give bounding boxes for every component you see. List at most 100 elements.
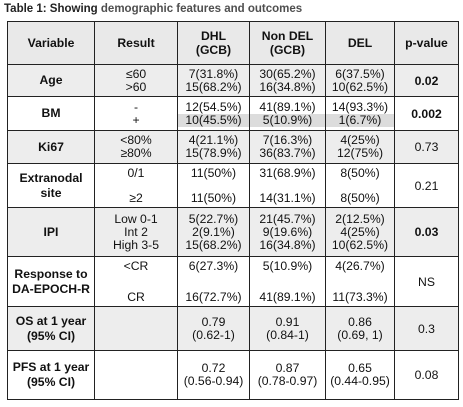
nondel-cell-os: 0.91 (0.84-1) bbox=[249, 306, 326, 351]
del-value: 4(25%) bbox=[340, 133, 380, 147]
row-label-pfs: PFS at 1 year (95% CI) bbox=[7, 350, 95, 400]
result-value: Int 2 bbox=[124, 224, 148, 239]
table-row-os: OS at 1 year (95% CI) 0.79 (0.62-1) 0.91 (0… bbox=[7, 306, 459, 351]
dhl-value: 16(72.7%) bbox=[185, 290, 242, 304]
result-cell-response: <CR CR bbox=[94, 256, 178, 307]
table-row-extranodal: Extranodal site 0/1 ≥2 11(50%) 11(50%) 31(6… bbox=[7, 163, 459, 208]
header-dhl-line2: (GCB) bbox=[195, 43, 232, 57]
row-label-ki67: Ki67 bbox=[7, 130, 95, 164]
result-value: Low 0-1 bbox=[114, 211, 158, 226]
nondel-value: 0.91 bbox=[275, 314, 300, 329]
header-del: DEL bbox=[325, 21, 395, 65]
result-cell-age: ≤60 >60 bbox=[94, 64, 178, 97]
nondel-value: 30(65.2%) bbox=[259, 66, 316, 81]
result-value: <CR bbox=[123, 259, 149, 273]
result-value: ≤60 bbox=[125, 66, 147, 81]
nondel-value: 41(89.1%) bbox=[259, 290, 316, 304]
del-cell-age: 6(37.5%) 10(62.5%) bbox=[325, 64, 395, 97]
nondel-value: (0.84-1) bbox=[266, 327, 309, 342]
result-cell-pfs bbox=[94, 350, 178, 400]
table-row-response: Response to DA-EPOCH-R <CR CR 6(27.3%) 16(7… bbox=[7, 256, 459, 307]
result-value: + bbox=[132, 112, 140, 127]
dhl-value: 7(31.8%) bbox=[188, 66, 239, 81]
row-label-line: PFS at 1 year bbox=[12, 360, 90, 374]
dhl-value: 15(78.9%) bbox=[185, 146, 242, 160]
nondel-cell-ipi: 21(45.7%) 9(19.6%) 16(34.8%) bbox=[249, 207, 326, 257]
del-value: (0.44-0.95) bbox=[330, 374, 390, 388]
header-nondel: Non DEL (GCB) bbox=[249, 21, 326, 65]
del-value: 2(12.5%) bbox=[335, 211, 385, 226]
del-cell-response: 4(26.7%) 11(73.3%) bbox=[325, 256, 395, 307]
header-nondel-line2: (GCB) bbox=[269, 43, 306, 57]
dhl-value: 0.72 bbox=[201, 361, 226, 375]
pvalue-extranodal: 0.21 bbox=[394, 163, 459, 208]
result-value: <80% bbox=[120, 133, 152, 147]
del-cell-bm: 14(93.3%) 1(6.7%) bbox=[325, 96, 395, 131]
header-nondel-line1: Non DEL bbox=[261, 29, 314, 43]
result-cell-ipi: Low 0-1 Int 2 High 3-5 bbox=[94, 207, 178, 257]
header-row: Variable Result DHL (GCB) Non DEL (GCB) DE… bbox=[7, 21, 459, 65]
del-value: 8(50%) bbox=[340, 166, 380, 180]
nondel-value: 5(10.9%) bbox=[262, 259, 313, 273]
header-variable: Variable bbox=[7, 21, 95, 65]
nondel-value: 0.87 bbox=[275, 361, 300, 375]
result-cell-extranodal: 0/1 ≥2 bbox=[94, 163, 178, 208]
result-value: 0/1 bbox=[127, 166, 145, 180]
nondel-value: 41(89.1%) bbox=[259, 99, 316, 114]
del-value: 1(6.7%) bbox=[326, 113, 394, 127]
nondel-value: 16(34.8%) bbox=[259, 79, 316, 94]
pvalue-os: 0.3 bbox=[394, 306, 459, 351]
dhl-cell-ipi: 5(22.7%) 2(9.1%) 15(68.2%) bbox=[177, 207, 250, 257]
nondel-cell-response: 5(10.9%) 41(89.1%) bbox=[249, 256, 326, 307]
dhl-value: (0.62-1) bbox=[192, 327, 235, 342]
del-cell-ki67: 4(25%) 12(75%) bbox=[325, 130, 395, 164]
del-value: 12(75%) bbox=[336, 146, 384, 160]
dhl-cell-os: 0.79 (0.62-1) bbox=[177, 306, 250, 351]
result-value: High 3-5 bbox=[112, 237, 160, 252]
row-label-line: Extranodal bbox=[19, 170, 83, 185]
nondel-value: 21(45.7%) bbox=[259, 211, 316, 226]
dhl-value: 4(21.1%) bbox=[188, 133, 239, 147]
result-cell-bm: - + bbox=[94, 96, 178, 131]
nondel-cell-age: 30(65.2%) 16(34.8%) bbox=[249, 64, 326, 97]
dhl-value: 6(27.3%) bbox=[188, 259, 239, 273]
result-value: >60 bbox=[125, 79, 147, 94]
nondel-value: 7(16.3%) bbox=[262, 133, 313, 147]
nondel-value: 31(68.9%) bbox=[259, 166, 316, 180]
dhl-value: 11(50%) bbox=[190, 166, 237, 180]
row-label-bm: BM bbox=[7, 96, 95, 131]
caption-prefix: Table 1: Showing bbox=[4, 3, 101, 15]
table-row-ki67: Ki67 <80% ≥80% 4(21.1%) 15(78.9%) 7(16.3%)… bbox=[7, 130, 459, 164]
dhl-cell-extranodal: 11(50%) 11(50%) bbox=[177, 163, 250, 208]
row-label-ipi: IPI bbox=[7, 207, 95, 257]
row-label-extranodal: Extranodal site bbox=[7, 163, 95, 208]
row-label-line: OS at 1 year bbox=[15, 313, 87, 328]
header-pvalue: p-value bbox=[394, 21, 459, 65]
table-row-pfs: PFS at 1 year (95% CI) 0.72 (0.56-0.94) 0.… bbox=[7, 350, 459, 400]
dhl-value: 2(9.1%) bbox=[192, 224, 235, 239]
pvalue-age: 0.02 bbox=[394, 64, 459, 97]
table-row-age: Age ≤60 >60 7(31.8%) 15(68.2%) 30(65.2%) 16… bbox=[7, 64, 459, 97]
pvalue-response: NS bbox=[394, 256, 459, 307]
result-cell-ki67: <80% ≥80% bbox=[94, 130, 178, 164]
table-caption: Table 1: Showing demographic features an… bbox=[4, 3, 302, 15]
del-value: 10(62.5%) bbox=[331, 79, 389, 94]
nondel-cell-extranodal: 31(68.9%) 14(31.1%) bbox=[249, 163, 326, 208]
del-value: 0.86 bbox=[348, 314, 372, 329]
result-value: CR bbox=[127, 290, 145, 304]
row-label-line: Response to bbox=[14, 266, 88, 281]
del-value: 8(50%) bbox=[340, 191, 380, 205]
del-value: 10(62.5%) bbox=[331, 237, 389, 252]
nondel-value: 16(34.8%) bbox=[259, 237, 316, 252]
pvalue-ki67: 0.73 bbox=[394, 130, 459, 164]
del-cell-os: 0.86 (0.69, 1) bbox=[325, 306, 395, 351]
row-label-line: (95% CI) bbox=[26, 328, 76, 343]
dhl-cell-response: 6(27.3%) 16(72.7%) bbox=[177, 256, 250, 307]
dhl-cell-ki67: 4(21.1%) 15(78.9%) bbox=[177, 130, 250, 164]
result-value: ≥2 bbox=[129, 191, 143, 205]
nondel-cell-pfs: 0.87 (0.78-0.97) bbox=[249, 350, 326, 400]
result-value: ≥80% bbox=[120, 146, 152, 160]
del-value: 0.65 bbox=[348, 361, 372, 375]
nondel-cell-bm: 41(89.1%) 5(10.9%) bbox=[249, 96, 326, 131]
pvalue-pfs: 0.08 bbox=[394, 350, 459, 400]
